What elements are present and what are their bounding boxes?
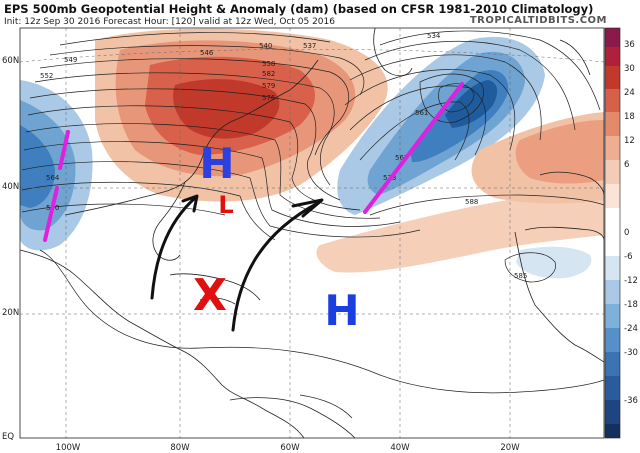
trough-line bbox=[363, 82, 464, 214]
contour-label: 588 bbox=[465, 198, 478, 206]
colorbar-tick: 36 bbox=[624, 40, 635, 50]
colorbar-tick: -12 bbox=[624, 276, 638, 286]
colorbar-tick: -6 bbox=[624, 252, 633, 262]
colorbar-tick: -30 bbox=[624, 348, 638, 358]
colorbar bbox=[604, 27, 621, 439]
map-frame bbox=[19, 27, 605, 439]
lat-label: 40N bbox=[2, 182, 20, 192]
lon-label: 80W bbox=[170, 443, 190, 453]
contour-label: 567 bbox=[395, 154, 408, 162]
contour-label: 558 bbox=[262, 60, 275, 68]
height-contours bbox=[21, 30, 604, 394]
colorbar-tick: -36 bbox=[624, 396, 638, 406]
subtropical-high-label: H bbox=[324, 286, 359, 335]
trough-lines bbox=[43, 82, 464, 242]
contour-label: 579 bbox=[262, 82, 275, 90]
land-outlines bbox=[20, 28, 604, 438]
high-pressure-label: H bbox=[199, 139, 234, 188]
contour-label: 549 bbox=[64, 56, 77, 64]
contour-label: 537 bbox=[303, 42, 316, 50]
colorbar-tick: 18 bbox=[624, 112, 635, 122]
contour-label: 552 bbox=[40, 72, 53, 80]
chart-title: EPS 500mb Geopotential Height & Anomaly … bbox=[4, 2, 594, 16]
lon-label: 20W bbox=[500, 443, 520, 453]
steering-arrows bbox=[150, 194, 324, 332]
storm-position-marker: X bbox=[193, 270, 227, 321]
arrow-east bbox=[231, 201, 320, 332]
contour-label: 582 bbox=[262, 70, 275, 78]
lon-label: 60W bbox=[280, 443, 300, 453]
lat-label: 60N bbox=[2, 56, 20, 66]
trough-line bbox=[58, 130, 70, 170]
contour-label: 576 bbox=[262, 94, 276, 102]
source-credit: TROPICALTIDBITS.COM bbox=[469, 15, 607, 26]
low-pressure-label: L bbox=[218, 191, 233, 219]
colorbar-tick: 12 bbox=[624, 136, 635, 146]
lon-label: 40W bbox=[390, 443, 410, 453]
contour-label: 534 bbox=[427, 32, 441, 40]
arrow-west bbox=[150, 196, 197, 300]
colorbar-tick: 6 bbox=[624, 160, 630, 170]
graticule bbox=[20, 28, 604, 438]
lat-label: 20N bbox=[2, 308, 20, 318]
trough-line bbox=[43, 186, 59, 242]
colorbar-tick: 0 bbox=[624, 228, 630, 238]
colorbar-tick: 24 bbox=[624, 88, 635, 98]
lon-label: 100W bbox=[55, 443, 81, 453]
colorbar-tick: 30 bbox=[624, 64, 635, 74]
contour-label: 561 bbox=[415, 109, 428, 117]
colorbar-tick: -24 bbox=[624, 324, 638, 334]
arrow-east-head bbox=[291, 198, 324, 218]
contour-label: 540 bbox=[259, 42, 272, 50]
contour-label: 585 bbox=[514, 272, 527, 280]
arrow-west-head bbox=[181, 194, 199, 213]
chart-subtitle: Init: 12z Sep 30 2016 Forecast Hour: [12… bbox=[4, 17, 335, 27]
colorbar-tick: -18 bbox=[624, 300, 638, 310]
lat-label: EQ bbox=[2, 432, 15, 442]
contour-label: 564 bbox=[46, 174, 60, 182]
contour-label: 546 bbox=[200, 49, 214, 57]
